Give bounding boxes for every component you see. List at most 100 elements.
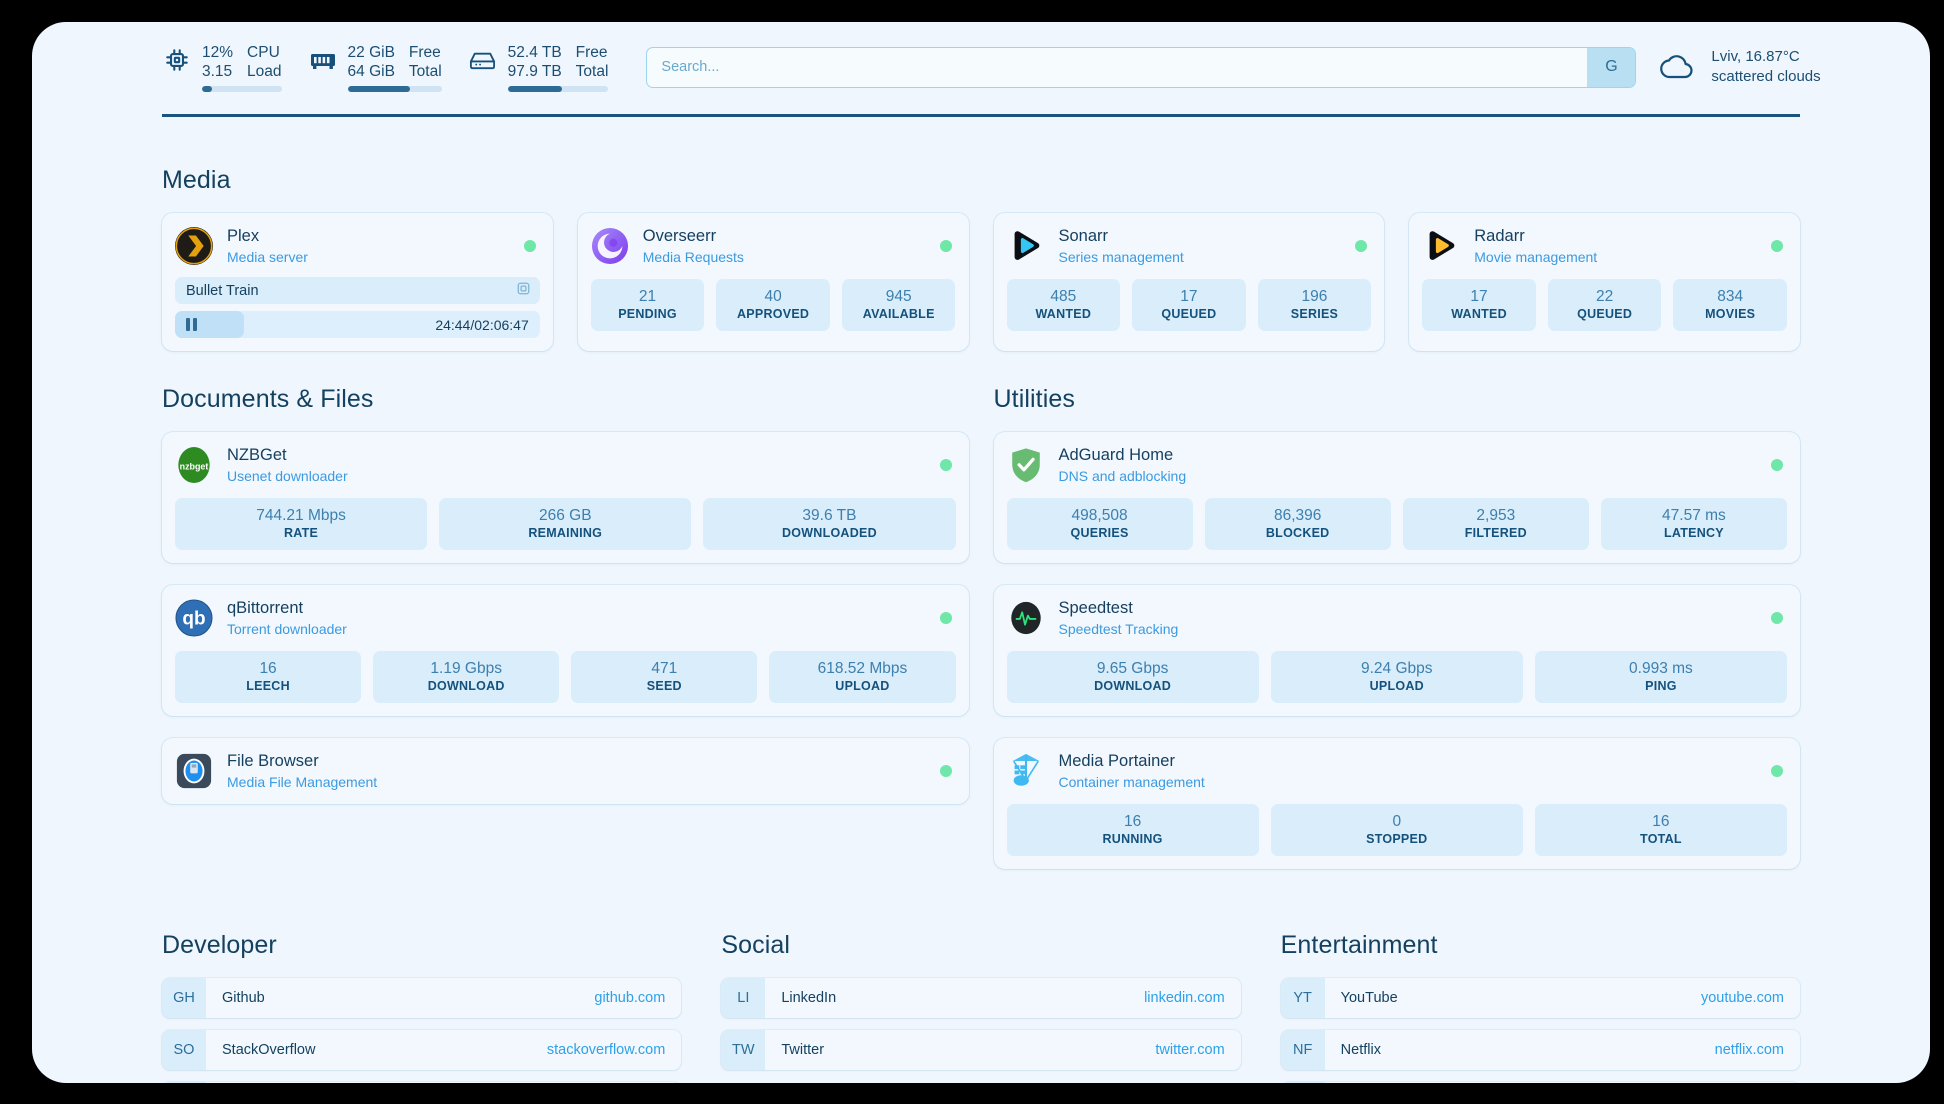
bookmark-name: Twitter xyxy=(781,1042,825,1058)
stat-tile-label: DOWNLOAD xyxy=(427,679,505,693)
stat-tile[interactable]: 498,508 QUERIES xyxy=(1006,498,1193,550)
card-subtitle: Usenet downloader xyxy=(227,468,348,484)
card-header: Speedtest Speedtest Tracking xyxy=(1007,598,1788,638)
card-title: AdGuard Home xyxy=(1058,446,1174,464)
stat-tile[interactable]: 618.52 Mbps UPLOAD xyxy=(769,651,956,703)
bookmark-item[interactable]: TW Twitter twitter.com xyxy=(721,1030,1241,1070)
service-card[interactable]: Radarr Movie management 17 WANTED 22 QUE… xyxy=(1409,213,1800,351)
stat-labels: Free Total xyxy=(409,43,442,81)
card-header: File Browser Media File Management xyxy=(175,751,956,791)
stat-tile[interactable]: 40 APPROVED xyxy=(716,279,830,331)
pause-icon[interactable] xyxy=(186,318,197,331)
service-card[interactable]: Sonarr Series management 485 WANTED 17 Q… xyxy=(993,213,1385,351)
now-playing-title: Bullet Train xyxy=(186,282,259,299)
player-progress-bar[interactable]: 24:44/02:06:47 xyxy=(175,311,540,338)
bookmark-item[interactable]: RE Reddit reddit.com xyxy=(1280,1082,1800,1083)
svg-text:nzbget: nzbget xyxy=(180,461,209,471)
stat-tile[interactable]: 16 TOTAL xyxy=(1534,804,1788,856)
utilities-card-stack: AdGuard Home DNS and adblocking 498,508 … xyxy=(993,432,1800,869)
stat-rows: 52.4 TB 97.9 TB Free Total xyxy=(508,43,609,81)
status-badge xyxy=(523,240,536,252)
stat-tile[interactable]: 16 LEECH xyxy=(175,651,362,703)
stat-memory: 22 GiB 64 GiB Free Total xyxy=(308,43,442,92)
stat-tile[interactable]: 16 RUNNING xyxy=(1006,804,1259,856)
service-card[interactable]: Plex Media server Bullet Train 24:44/02:… xyxy=(162,213,553,351)
plex-icon xyxy=(175,227,213,265)
stat-tile[interactable]: 0 STOPPED xyxy=(1270,804,1523,856)
search-box[interactable]: G xyxy=(646,46,1637,88)
player-elapsed: 24:44 xyxy=(435,316,471,333)
stat-tile-value: 618.52 Mbps xyxy=(817,660,908,677)
cpu-icon xyxy=(162,43,192,77)
overseerr-icon xyxy=(591,227,629,265)
card-subtitle: Media Requests xyxy=(642,249,744,265)
stat-tile[interactable]: 22 QUEUED xyxy=(1547,279,1662,331)
search-engine-button[interactable]: G xyxy=(1587,47,1636,87)
stat-tile[interactable]: 9.65 Gbps DOWNLOAD xyxy=(1006,651,1259,703)
service-card[interactable]: AdGuard Home DNS and adblocking 498,508 … xyxy=(993,432,1800,563)
card-text: NZBGet Usenet downloader xyxy=(227,445,348,485)
bookmark-url: stackoverflow.com xyxy=(546,1042,666,1058)
stat-tile-label: TOTAL xyxy=(1640,832,1682,846)
stat-value-bottom: 64 GiB xyxy=(347,62,395,80)
stat-tile-label: SEED xyxy=(646,679,682,693)
section-title-documents: Documents & Files xyxy=(162,385,374,413)
card-header: Media Portainer Container management xyxy=(1007,751,1788,791)
stat-tile-value: 9.24 Gbps xyxy=(1360,660,1433,677)
two-column-area: Documents & Files nzbget NZBGet Usenet d… xyxy=(162,385,1800,869)
stat-tile[interactable]: 471 SEED xyxy=(571,651,758,703)
stat-tile[interactable]: 21 PENDING xyxy=(590,279,705,331)
bookmark-item[interactable]: GH Github github.com xyxy=(162,978,682,1018)
card-text: File Browser Media File Management xyxy=(227,751,377,791)
service-card[interactable]: File Browser Media File Management xyxy=(162,738,969,804)
service-card[interactable]: Media Portainer Container management 16 … xyxy=(993,738,1800,869)
bookmark-item[interactable]: NF Netflix netflix.com xyxy=(1280,1030,1800,1070)
stat-tile[interactable]: 0.993 ms PING xyxy=(1534,651,1788,703)
stat-tile-value: 0.993 ms xyxy=(1629,660,1693,677)
stat-tile-value: 9.65 Gbps xyxy=(1096,660,1169,677)
stat-tile-value: 945 xyxy=(885,288,912,305)
bookmark-item[interactable]: LI LinkedIn linkedin.com xyxy=(721,978,1241,1018)
stat-tile[interactable]: 744.21 Mbps RATE xyxy=(175,498,428,550)
stat-tile[interactable]: 2,953 FILTERED xyxy=(1402,498,1589,550)
stat-label-top: Free xyxy=(575,43,608,61)
stat-value-top: 52.4 TB xyxy=(507,43,562,61)
card-stat-row: 16 LEECH 1.19 Gbps DOWNLOAD 471 SEED 618… xyxy=(175,651,956,703)
bookmark-item[interactable]: SO StackOverflow stackoverflow.com xyxy=(162,1030,682,1070)
stat-tile[interactable]: 1.19 Gbps DOWNLOAD xyxy=(373,651,560,703)
stat-tile[interactable]: 834 MOVIES xyxy=(1673,279,1787,331)
nzbget-icon: nzbget xyxy=(175,446,213,484)
stat-tile[interactable]: 86,396 BLOCKED xyxy=(1204,498,1391,550)
card-stat-row: 16 RUNNING 0 STOPPED 16 TOTAL xyxy=(1006,804,1788,856)
service-card[interactable]: Overseerr Media Requests 21 PENDING 40 A… xyxy=(577,213,969,351)
stat-tile[interactable]: 266 GB REMAINING xyxy=(439,498,692,550)
stat-label-bottom: Load xyxy=(247,62,282,80)
stat-tile[interactable]: 945 AVAILABLE xyxy=(841,279,956,331)
bookmark-item[interactable]: YT YouTube youtube.com xyxy=(1280,978,1800,1018)
status-badge xyxy=(939,612,952,624)
card-subtitle: Media File Management xyxy=(227,774,378,790)
stat-tile[interactable]: 485 WANTED xyxy=(1006,279,1121,331)
stat-tile-label: SERIES xyxy=(1290,307,1339,321)
stat-value-top: 12% xyxy=(202,43,234,61)
stat-tile-label: UPLOAD xyxy=(835,679,890,693)
bookmark-abbr: LI xyxy=(721,978,766,1018)
stat-tile[interactable]: 39.6 TB DOWNLOADED xyxy=(703,498,956,550)
search-input[interactable] xyxy=(647,47,1588,87)
stat-tile[interactable]: 196 SERIES xyxy=(1257,279,1372,331)
stat-tile[interactable]: 47.57 ms LATENCY xyxy=(1600,498,1787,550)
card-title: Overseerr xyxy=(642,227,717,245)
bookmark-abbr: DT xyxy=(162,1082,206,1083)
service-card[interactable]: qb qBittorrent Torrent downloader 16 LEE… xyxy=(162,585,969,716)
bookmark-group-title: Social xyxy=(721,931,791,959)
stat-tile[interactable]: 9.24 Gbps UPLOAD xyxy=(1270,651,1523,703)
bookmark-abbr: RE xyxy=(1280,1082,1325,1083)
section-title-media: Media xyxy=(162,166,231,194)
service-card[interactable]: nzbget NZBGet Usenet downloader 744.21 M… xyxy=(162,432,969,563)
bookmark-item[interactable]: DT DEV dev.to xyxy=(162,1082,682,1083)
cast-icon[interactable] xyxy=(516,281,531,301)
service-card[interactable]: Speedtest Speedtest Tracking 9.65 Gbps D… xyxy=(993,585,1800,716)
stat-tile[interactable]: 17 WANTED xyxy=(1422,279,1536,331)
stat-tile-label: WANTED xyxy=(1451,307,1507,321)
stat-tile[interactable]: 17 QUEUED xyxy=(1132,279,1246,331)
